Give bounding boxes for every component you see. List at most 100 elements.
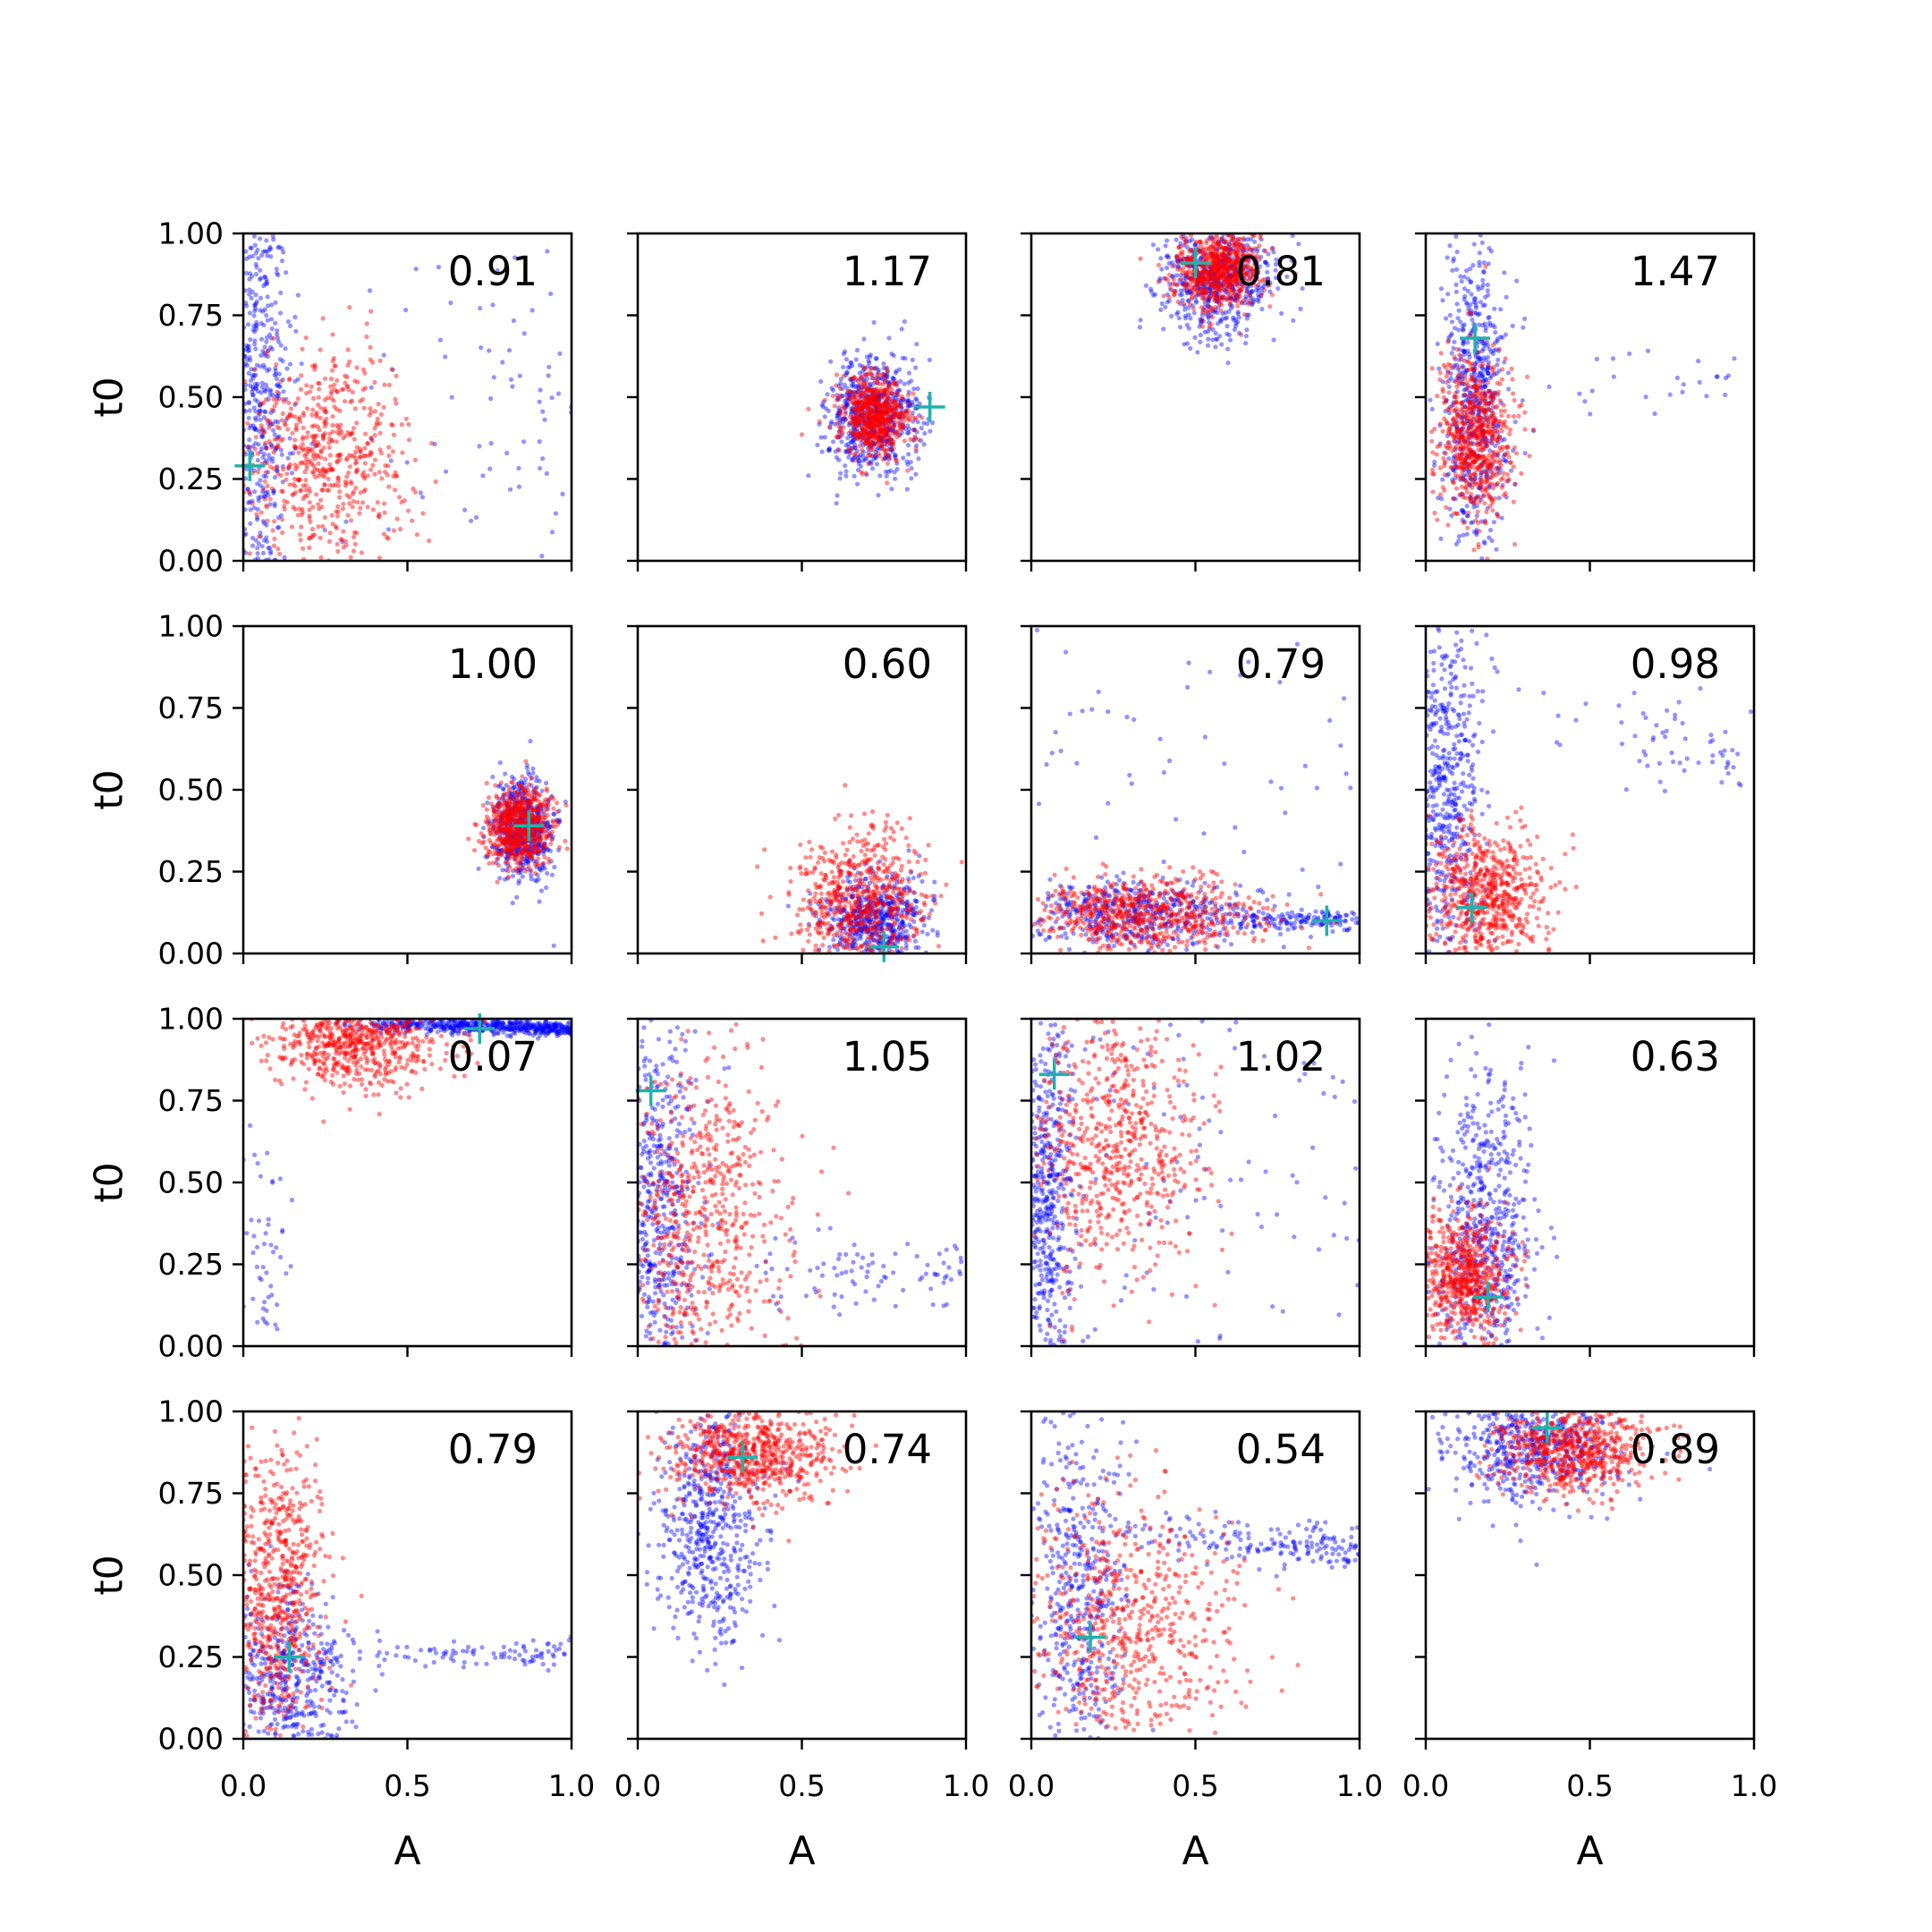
data-point-blue	[516, 465, 521, 471]
data-point-blue	[1443, 409, 1448, 414]
data-point-red	[845, 389, 851, 394]
data-point-blue	[875, 406, 880, 411]
data-point-blue	[1461, 365, 1466, 370]
data-point-blue	[828, 421, 834, 427]
data-point-red	[1465, 383, 1470, 388]
data-point-red	[1199, 292, 1205, 297]
data-point-blue	[1265, 262, 1270, 267]
data-point-red	[1480, 453, 1486, 459]
data-point-red	[1223, 246, 1228, 251]
data-point-red	[1442, 416, 1447, 421]
data-point-blue	[1216, 298, 1221, 304]
data-point-blue	[868, 419, 874, 424]
data-point-red	[1220, 269, 1225, 275]
data-point-red	[280, 411, 285, 416]
data-point-red	[875, 436, 880, 441]
data-point-red	[913, 417, 919, 422]
data-point-blue	[487, 348, 492, 353]
data-point-blue	[1482, 302, 1487, 308]
data-point-blue	[1511, 448, 1516, 453]
data-point-blue	[1479, 436, 1484, 442]
data-point-blue	[1207, 287, 1212, 292]
data-point-blue	[265, 318, 270, 323]
data-point-red	[1209, 266, 1215, 271]
data-point-red	[884, 418, 889, 423]
data-point-red	[1482, 480, 1488, 486]
data-point-blue	[1446, 456, 1452, 462]
data-point-blue	[860, 364, 866, 369]
data-point-red	[1225, 259, 1231, 265]
data-point-blue	[883, 426, 889, 431]
data-point-red	[1461, 495, 1466, 500]
data-point-blue	[272, 432, 277, 437]
data-point-red	[1451, 438, 1457, 444]
data-point-red	[1224, 256, 1230, 261]
data-point-blue	[848, 389, 853, 394]
data-point-blue	[1183, 275, 1189, 281]
data-point-blue	[1445, 369, 1451, 374]
data-point-blue	[263, 490, 268, 496]
data-point-red	[1454, 412, 1460, 418]
data-point-red	[871, 402, 877, 408]
data-point-blue	[1484, 474, 1489, 479]
data-point-blue	[865, 431, 870, 436]
data-point-red	[315, 440, 321, 445]
data-point-blue	[840, 393, 845, 399]
data-point-blue	[507, 812, 513, 818]
data-point-red	[1460, 465, 1465, 470]
data-point-blue	[894, 392, 899, 397]
data-point-blue	[1475, 400, 1480, 405]
data-point-red	[869, 393, 875, 398]
data-point-red	[1470, 450, 1475, 455]
data-point-red	[855, 400, 860, 406]
data-point-blue	[1204, 251, 1209, 257]
data-point-blue	[894, 406, 899, 411]
data-point-red	[1236, 265, 1241, 270]
data-point-red	[1465, 359, 1470, 364]
data-point-blue	[909, 378, 914, 384]
data-point-red	[350, 491, 355, 497]
data-point-red	[1176, 245, 1182, 250]
data-point-red	[1215, 262, 1220, 267]
data-point-red	[1214, 299, 1220, 304]
data-point-red	[1467, 431, 1472, 436]
data-point-red	[1455, 429, 1462, 435]
data-point-red	[1203, 290, 1209, 295]
data-point-blue	[1213, 330, 1218, 336]
data-point-red	[1481, 460, 1487, 465]
data-point-blue	[877, 436, 882, 441]
data-point-blue	[1470, 435, 1475, 440]
data-point-blue	[854, 403, 860, 409]
data-point-blue	[273, 447, 278, 453]
data-point-red	[1219, 236, 1225, 242]
data-point-blue	[846, 422, 852, 428]
data-point-red	[1443, 399, 1448, 404]
data-point-blue	[1494, 547, 1499, 552]
data-point-red	[1495, 453, 1500, 459]
data-point-red	[867, 453, 873, 458]
data-point-blue	[284, 396, 289, 402]
data-point-blue	[1453, 541, 1459, 547]
data-point-red	[345, 429, 351, 435]
data-point-red	[1453, 428, 1459, 434]
data-point-blue	[1174, 257, 1180, 262]
data-point-red	[1221, 255, 1226, 260]
data-point-blue	[1462, 387, 1467, 393]
data-point-red	[1196, 278, 1202, 284]
data-point-blue	[1244, 286, 1250, 292]
data-point-blue	[864, 354, 870, 360]
data-point-red	[871, 443, 877, 448]
data-point-blue	[1520, 398, 1525, 403]
data-point-blue	[269, 443, 275, 448]
data-point-red	[1210, 238, 1216, 244]
data-point-red	[1497, 398, 1503, 403]
data-point-red	[1483, 462, 1488, 469]
data-point-red	[1224, 268, 1230, 274]
data-point-blue	[1484, 472, 1489, 478]
data-point-red	[1487, 467, 1493, 472]
data-point-blue	[1477, 355, 1482, 360]
data-point-blue	[870, 444, 876, 449]
data-point-red	[324, 421, 329, 427]
data-point-blue	[1228, 247, 1233, 252]
data-point-red	[1484, 509, 1489, 514]
